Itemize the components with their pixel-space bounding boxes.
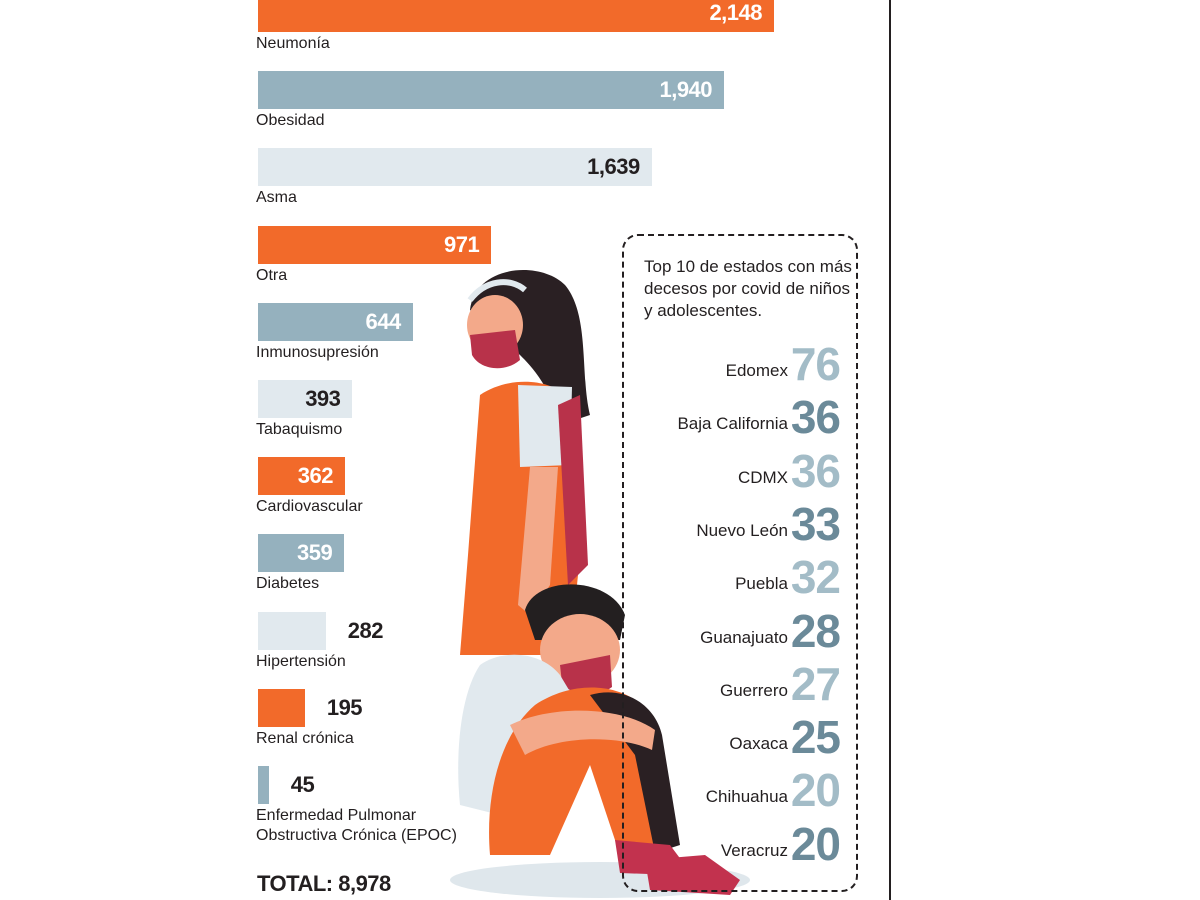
state-death-count: 33: [790, 497, 841, 550]
state-row: CDMX 36: [640, 442, 841, 497]
bar-category-label: Otra: [256, 266, 288, 284]
bar-value-label: 282: [347, 617, 384, 643]
bar-value-label: 359: [297, 540, 333, 566]
boy-shoe-right: [645, 855, 740, 895]
boy-arms: [510, 710, 655, 755]
bar-value-label: 45: [290, 772, 315, 797]
state-row: Guanajuato 28: [640, 602, 841, 657]
bar-value-label: 2,148: [709, 0, 762, 25]
state-death-count: 36: [790, 444, 841, 497]
state-row: Guerrero 27: [640, 655, 841, 710]
bar: 1,639: [258, 148, 652, 187]
bar-value-label: 971: [444, 231, 480, 257]
state-death-count: 27: [790, 657, 841, 710]
bar: 971: [258, 225, 492, 264]
boy-leg-dark: [590, 692, 680, 853]
state-death-count: 20: [790, 764, 841, 817]
state-row: Puebla 32: [640, 548, 841, 603]
girl-headband: [467, 279, 527, 302]
bar: 362: [258, 457, 345, 496]
state-name: Baja California: [677, 414, 788, 434]
state-death-count: 36: [790, 391, 841, 444]
state-row: Edomex 76: [640, 335, 841, 390]
girl-dress-side: [558, 395, 588, 585]
bar: 2,148: [258, 0, 774, 32]
state-row: Nuevo León 33: [640, 495, 841, 550]
boy-mask: [560, 655, 612, 695]
state-name: Puebla: [735, 574, 788, 594]
state-name: Nuevo León: [696, 520, 788, 540]
state-name: CDMX: [737, 467, 788, 487]
bar-category-label: Asma: [256, 189, 297, 207]
state-death-count: 25: [790, 711, 841, 764]
top-states-title: Top 10 de estados con más decesos por co…: [644, 257, 852, 320]
bar-category-label: Obesidad: [256, 112, 325, 130]
state-name: Guanajuato: [700, 627, 788, 647]
state-name: Edomex: [725, 361, 788, 380]
bar: 1,940: [258, 71, 725, 110]
bar: 45: [258, 766, 315, 804]
bar-value-label: 1,639: [587, 154, 640, 180]
total-label: TOTAL: 8,978: [257, 871, 391, 896]
state-death-count: 20: [790, 817, 841, 870]
bar-value-label: 393: [305, 386, 341, 411]
bar: 393: [258, 380, 353, 418]
top-states-panel: [622, 234, 858, 892]
state-death-count: 28: [790, 604, 841, 657]
bar-category-label: Enfermedad Pulmonar Obstructiva Crónica (…: [256, 807, 457, 844]
bar-value-label: 362: [297, 463, 334, 489]
state-death-count: 32: [790, 551, 841, 604]
bar-value-label: 1,940: [659, 77, 713, 103]
bar: 359: [258, 534, 345, 573]
bar: 195: [258, 688, 363, 727]
state-row: Oaxaca 25: [640, 708, 841, 763]
girl-mask: [470, 330, 520, 369]
girl-arm: [518, 467, 558, 615]
bar-value-label: 195: [326, 694, 363, 720]
column-divider: [889, 0, 891, 900]
state-name: Guerrero: [719, 680, 788, 700]
bar-category-label: Hipertensión: [256, 652, 346, 670]
state-row: Baja California 36: [640, 388, 841, 443]
bar: 644: [258, 302, 413, 341]
bar-category-label: Diabetes: [256, 575, 320, 593]
bar-category-label: Renal crónica: [256, 729, 354, 747]
bar-category-label: Tabaquismo: [256, 421, 343, 438]
state-name: Chihuahua: [705, 787, 788, 807]
state-death-count: 76: [790, 338, 841, 390]
state-name: Oaxaca: [729, 734, 788, 754]
state-name: Veracruz: [720, 840, 788, 860]
bar-category-label: Cardiovascular: [256, 498, 363, 516]
state-row: Chihuahua 20: [640, 761, 841, 816]
children-illustration: [450, 270, 750, 898]
bar-category-label: Neumonía: [256, 35, 330, 52]
bar: 282: [258, 611, 383, 650]
bar-category-label: Inmunosupresión: [256, 343, 379, 361]
bar-value-label: 644: [365, 308, 401, 334]
state-row: Veracruz 20: [640, 815, 841, 870]
